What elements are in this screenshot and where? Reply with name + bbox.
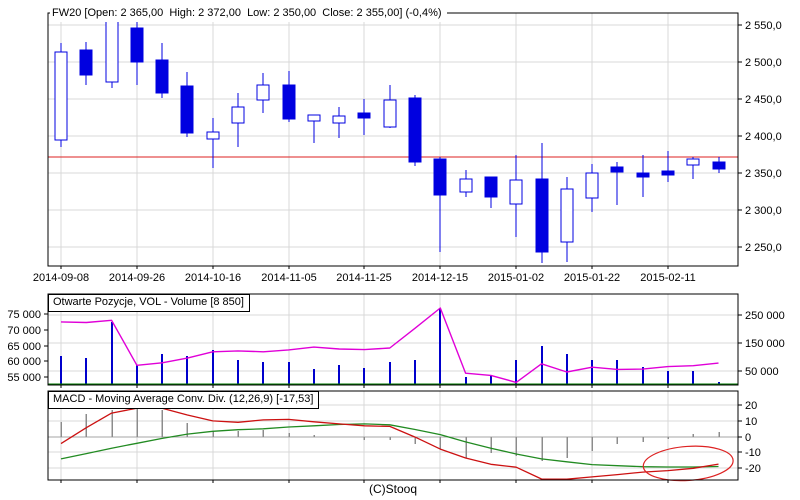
candle-down (610, 166, 624, 173)
volume-panel-title: Otwarte Pozycje, VOL - Volume [8 850] (48, 294, 250, 312)
candle-up (231, 106, 245, 124)
candle-up (383, 99, 397, 128)
date-axis-label: 2014-10-16 (185, 272, 241, 284)
macd-axis-label: -20 (745, 463, 761, 475)
candle-down (357, 112, 371, 119)
date-axis-label: 2014-09-08 (33, 272, 89, 284)
open-positions-axis-label: 75 000 (7, 309, 41, 321)
price-axis-label: 2 400,0 (745, 131, 782, 143)
candle-down (484, 176, 498, 198)
candle-down (408, 97, 422, 163)
price-axis-label: 2 500,0 (745, 57, 782, 69)
annotation-ellipse (642, 445, 734, 482)
copyright-label: (C)Stooq (368, 482, 418, 496)
date-axis-label: 2014-11-25 (336, 272, 391, 284)
open-positions-axis-label: 70 000 (7, 325, 41, 337)
price-axis-label: 2 300,0 (745, 205, 782, 217)
candle-down (712, 161, 726, 170)
candles-group (54, 20, 726, 263)
macd-axis-label: 10 (745, 416, 757, 428)
volume-axis-label: 50 000 (745, 366, 779, 378)
candle-up (459, 178, 473, 193)
candle-up (256, 84, 270, 101)
candle-down (155, 59, 169, 94)
open-positions-line (60, 307, 719, 384)
price-axis-label: 2 450,0 (745, 94, 782, 106)
volume-axis-label: 150 000 (745, 338, 785, 350)
price-axis-label: 2 250,0 (745, 242, 782, 254)
date-axis-label: 2014-12-15 (412, 272, 468, 284)
candle-down (79, 49, 93, 76)
candle-up (206, 131, 220, 140)
open-positions-axis-label: 65 000 (7, 341, 41, 353)
candle-up (105, 20, 119, 83)
price-axis-label: 2 350,0 (745, 168, 782, 180)
candle-down (636, 172, 650, 178)
macd-axis-label: -10 (745, 447, 761, 459)
candle-down (130, 27, 144, 63)
open-positions-axis-label: 55 000 (7, 372, 41, 384)
candle-up (332, 115, 346, 124)
candle-down (282, 84, 296, 120)
macd-panel-border (47, 390, 739, 481)
candle-down (661, 170, 675, 176)
candle-up (509, 179, 523, 205)
price-panel: 2 550,0 2 500,0 2 450,0 2 400,0 2 350,0 2 300… (33, 12, 782, 284)
volume-panel: 75 000 70 000 65 000 60 000 55 000 250 000 150… (7, 293, 785, 388)
candle-down (180, 85, 194, 134)
open-positions-axis-label: 60 000 (7, 356, 41, 368)
macd-panel-title: MACD - Moving Average Conv. Div. (12,26,… (48, 391, 320, 409)
macd-axis-label: 0 (745, 432, 751, 444)
date-axis-label: 2014-11-05 (261, 272, 316, 284)
date-axis-label: 2015-01-22 (564, 272, 620, 284)
candle-up (560, 188, 574, 243)
price-panel-border (47, 12, 739, 267)
candle-up (307, 114, 321, 122)
volume-panel-border (47, 293, 739, 386)
price-panel-title: FW20 [Open: 2 365,00 High: 2 372,00 Low:… (50, 6, 447, 22)
candle-down (535, 178, 549, 253)
candle-up (54, 51, 68, 141)
price-axis-label: 2 550,0 (745, 20, 782, 32)
candle-up (585, 172, 599, 199)
macd-axis-label: 20 (745, 400, 757, 412)
date-axis-label: 2015-01-02 (488, 272, 544, 284)
volume-axis-label: 250 000 (745, 310, 785, 322)
candle-up (686, 158, 700, 166)
date-axis-label: 2015-02-11 (640, 272, 695, 284)
macd-line (60, 407, 719, 480)
date-axis-label: 2014-09-26 (109, 272, 165, 284)
macd-signal-line (60, 423, 719, 468)
candle-down (433, 158, 447, 196)
